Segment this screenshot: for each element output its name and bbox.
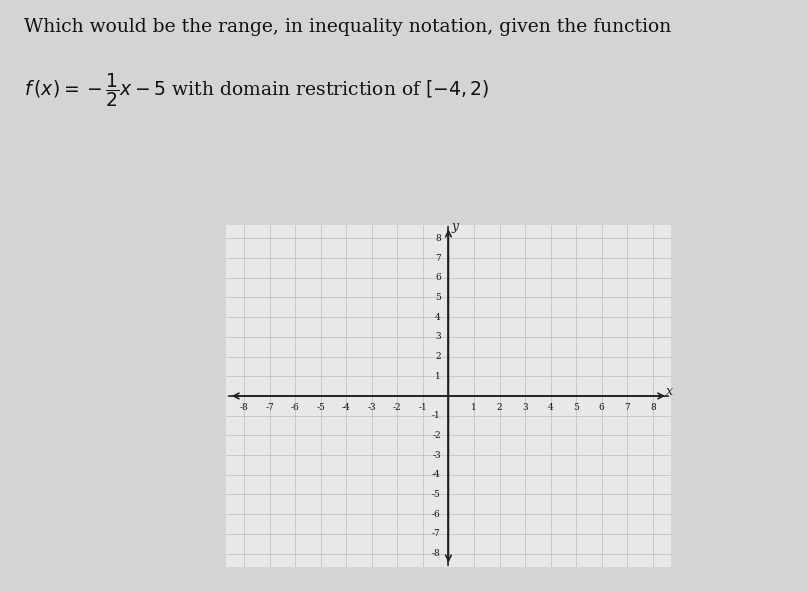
Text: -4: -4	[432, 470, 441, 479]
Text: -6: -6	[432, 509, 441, 519]
Text: 2: 2	[497, 403, 503, 412]
Text: 4: 4	[435, 313, 441, 322]
Text: -1: -1	[432, 411, 441, 420]
Text: 6: 6	[435, 273, 441, 282]
Text: -5: -5	[316, 403, 325, 412]
Text: 1: 1	[471, 403, 477, 412]
Text: 7: 7	[435, 254, 441, 262]
Text: y: y	[451, 220, 458, 233]
Text: x: x	[666, 385, 673, 398]
Text: 8: 8	[650, 403, 655, 412]
Text: -7: -7	[432, 530, 441, 538]
Text: -6: -6	[291, 403, 300, 412]
Text: 6: 6	[599, 403, 604, 412]
Text: -3: -3	[368, 403, 377, 412]
Text: 5: 5	[435, 293, 441, 302]
Text: 3: 3	[522, 403, 528, 412]
Text: 4: 4	[548, 403, 553, 412]
Text: -8: -8	[240, 403, 249, 412]
Text: 3: 3	[436, 332, 441, 342]
Text: -5: -5	[432, 490, 441, 499]
Text: 7: 7	[625, 403, 630, 412]
Text: -4: -4	[342, 403, 351, 412]
Text: $f\,(x) = -\dfrac{1}{2}x - 5$ with domain restriction of $[-4, 2)$: $f\,(x) = -\dfrac{1}{2}x - 5$ with domai…	[24, 71, 490, 109]
Text: -8: -8	[432, 549, 441, 558]
Text: Which would be the range, in inequality notation, given the function: Which would be the range, in inequality …	[24, 18, 671, 35]
Text: -7: -7	[265, 403, 274, 412]
Text: -2: -2	[393, 403, 402, 412]
Text: 5: 5	[573, 403, 579, 412]
Text: -3: -3	[432, 450, 441, 460]
Text: -1: -1	[419, 403, 427, 412]
Text: 1: 1	[435, 372, 441, 381]
Text: 8: 8	[435, 234, 441, 243]
Text: 2: 2	[436, 352, 441, 361]
Text: -2: -2	[432, 431, 441, 440]
